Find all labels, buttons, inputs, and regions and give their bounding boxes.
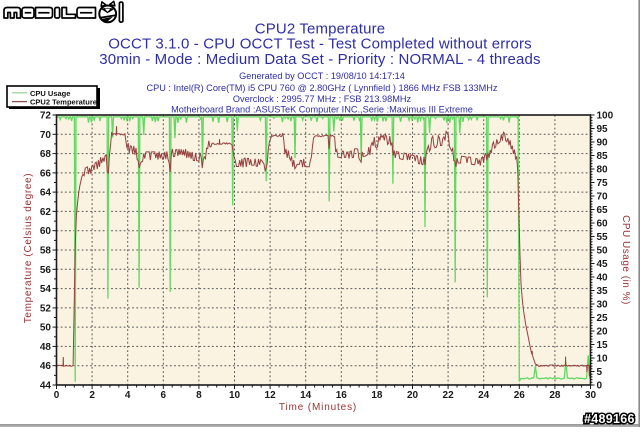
svg-text:16: 16: [336, 390, 348, 401]
svg-text:60: 60: [40, 226, 52, 237]
svg-text:44: 44: [40, 381, 52, 392]
svg-text:22: 22: [443, 390, 455, 401]
svg-text:12: 12: [265, 390, 277, 401]
svg-text:68: 68: [40, 149, 52, 160]
svg-text:62: 62: [40, 207, 52, 218]
svg-text:50: 50: [597, 246, 609, 257]
svg-text:2: 2: [89, 390, 95, 401]
svg-text:10: 10: [597, 354, 609, 365]
svg-text:CPU Usage (in %): CPU Usage (in %): [620, 215, 631, 305]
svg-text:OCCT 3.1.0 - CPU OCCT Test - T: OCCT 3.1.0 - CPU OCCT Test - Test Comple…: [108, 36, 532, 53]
svg-text:Generated by OCCT : 19/08/10 1: Generated by OCCT : 19/08/10 14:17:14: [239, 71, 405, 81]
svg-text:100: 100: [597, 111, 614, 122]
svg-text:40: 40: [597, 273, 609, 284]
svg-text:52: 52: [40, 303, 52, 314]
svg-text:15: 15: [597, 340, 609, 351]
svg-text:20: 20: [597, 327, 609, 338]
svg-text:72: 72: [40, 111, 52, 122]
svg-text:48: 48: [40, 342, 52, 353]
svg-text:14: 14: [300, 390, 312, 401]
svg-text:28: 28: [549, 390, 561, 401]
svg-text:24: 24: [478, 390, 490, 401]
svg-text:60: 60: [597, 219, 609, 230]
svg-text:#489166: #489166: [584, 412, 635, 426]
svg-text:35: 35: [597, 286, 609, 297]
svg-text:5: 5: [597, 367, 603, 378]
svg-text:64: 64: [40, 188, 52, 199]
svg-text:26: 26: [514, 390, 526, 401]
svg-text:25: 25: [597, 313, 609, 324]
svg-text:0: 0: [54, 390, 60, 401]
svg-text:CPU Usage: CPU Usage: [30, 89, 70, 98]
svg-text:90: 90: [597, 138, 609, 149]
svg-text:8: 8: [196, 390, 202, 401]
svg-text:85: 85: [597, 151, 609, 162]
svg-text:10: 10: [229, 390, 241, 401]
svg-text:20: 20: [407, 390, 419, 401]
svg-text:50: 50: [40, 323, 52, 334]
svg-text:6: 6: [161, 390, 167, 401]
svg-text:Overclock : 2995.77 MHz ; FSB: Overclock : 2995.77 MHz ; FSB 213.98MHz: [233, 94, 412, 104]
svg-text:30min - Mode : Medium Data Set: 30min - Mode : Medium Data Set - Priorit…: [99, 51, 540, 68]
svg-text:CPU : Intel(R) Core(TM) i5 CPU: CPU : Intel(R) Core(TM) i5 CPU 760 @ 2.8…: [146, 83, 497, 93]
svg-text:18: 18: [371, 390, 383, 401]
svg-text:65: 65: [597, 205, 609, 216]
svg-text:55: 55: [597, 232, 609, 243]
svg-text:CPU2 Temperature: CPU2 Temperature: [255, 21, 386, 38]
svg-text:Temperature (Celsius degree): Temperature (Celsius degree): [23, 173, 34, 323]
svg-text:70: 70: [597, 192, 609, 203]
svg-text:56: 56: [40, 265, 52, 276]
svg-text:58: 58: [40, 246, 52, 257]
svg-text:66: 66: [40, 168, 52, 179]
svg-text:30: 30: [597, 300, 609, 311]
svg-text:CPU2 Temperature: CPU2 Temperature: [30, 98, 97, 107]
svg-text:Time (Minutes): Time (Minutes): [279, 402, 357, 413]
svg-text:45: 45: [597, 259, 609, 270]
svg-text:0: 0: [597, 381, 603, 392]
svg-text:70: 70: [40, 130, 52, 141]
svg-text:46: 46: [40, 361, 52, 372]
svg-text:75: 75: [597, 178, 609, 189]
svg-text:80: 80: [597, 165, 609, 176]
svg-text:30: 30: [585, 390, 597, 401]
svg-text:4: 4: [125, 390, 131, 401]
svg-text:54: 54: [40, 284, 52, 295]
svg-text:95: 95: [597, 124, 609, 135]
svg-text:Motherboard Brand :ASUSTeK Com: Motherboard Brand :ASUSTeK Computer INC.…: [171, 105, 473, 115]
